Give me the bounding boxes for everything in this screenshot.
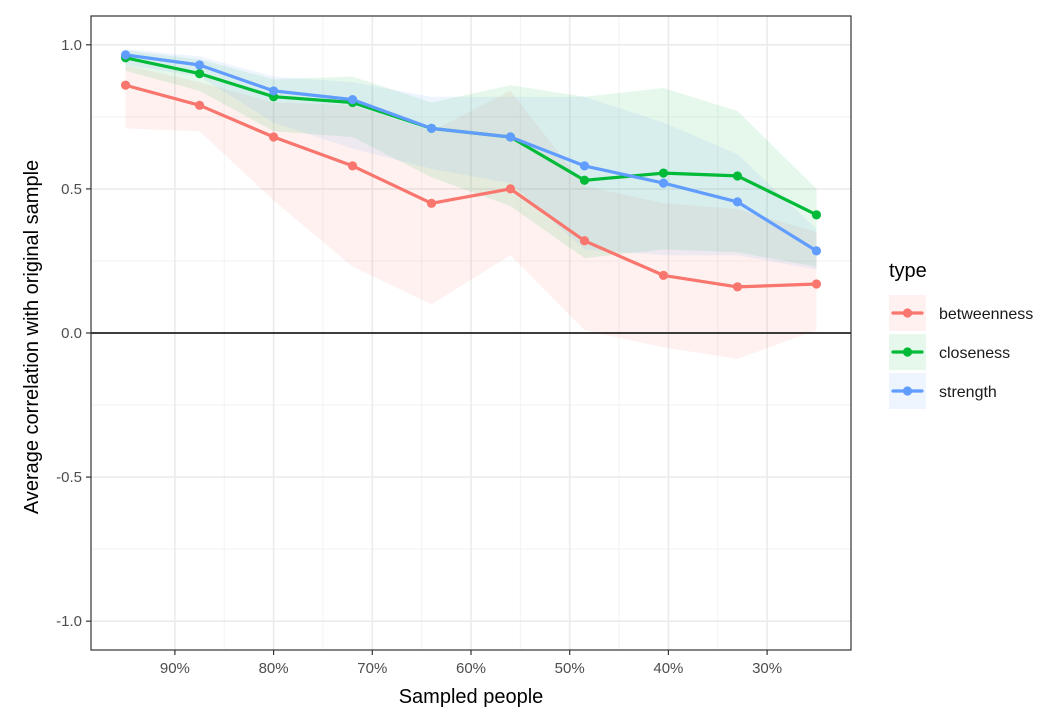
y-axis-title: Average correlation with original sample bbox=[21, 160, 43, 514]
legend-item-label: closeness bbox=[939, 345, 1010, 362]
x-tick-label: 70% bbox=[357, 660, 387, 677]
point-strength bbox=[426, 123, 437, 133]
y-axis-ticks: -1.0 -0.5 0.0 0.5 1.0 bbox=[56, 37, 91, 630]
point-closeness bbox=[658, 168, 669, 178]
point-betweenness bbox=[120, 80, 131, 90]
point-strength bbox=[579, 161, 590, 171]
point-closeness bbox=[579, 175, 590, 185]
point-betweenness bbox=[268, 132, 279, 142]
point-betweenness bbox=[811, 279, 822, 289]
legend-key-point bbox=[902, 308, 913, 318]
point-strength bbox=[811, 246, 822, 256]
point-betweenness bbox=[732, 282, 743, 292]
x-tick-label: 80% bbox=[259, 660, 289, 677]
line-betweenness bbox=[123, 83, 819, 289]
point-betweenness bbox=[658, 270, 669, 280]
legend-item-label: betweenness bbox=[939, 306, 1033, 323]
x-tick-label: 60% bbox=[456, 660, 486, 677]
series-lines bbox=[123, 53, 819, 289]
point-strength bbox=[120, 50, 131, 60]
point-strength bbox=[194, 60, 205, 70]
legend-key-point bbox=[902, 347, 913, 357]
y-tick-label: -1.0 bbox=[56, 613, 82, 630]
x-tick-label: 40% bbox=[653, 660, 683, 677]
point-betweenness bbox=[194, 100, 205, 110]
series-points bbox=[120, 50, 822, 292]
y-tick-label: 0.0 bbox=[61, 325, 82, 342]
line-strength bbox=[123, 53, 819, 253]
legend-item-betweenness: betweenness bbox=[889, 295, 1033, 331]
legend-item-closeness: closeness bbox=[889, 334, 1010, 370]
x-axis-title: Sampled people bbox=[399, 686, 544, 708]
legend-items: betweenness closeness strength bbox=[889, 295, 1033, 409]
point-strength bbox=[658, 178, 669, 188]
point-strength bbox=[347, 94, 358, 105]
x-tick-label: 30% bbox=[752, 660, 782, 677]
y-tick-label: 0.5 bbox=[61, 181, 82, 198]
y-tick-label: -0.5 bbox=[56, 469, 82, 486]
legend-item-strength: strength bbox=[889, 373, 997, 409]
legend-key-point bbox=[902, 386, 913, 396]
x-tick-label: 50% bbox=[555, 660, 585, 677]
legend-title: type bbox=[889, 260, 927, 282]
ribbon-betweenness bbox=[125, 65, 817, 359]
ribbon-strength bbox=[125, 49, 817, 270]
point-strength bbox=[505, 132, 516, 142]
point-closeness bbox=[194, 69, 205, 79]
point-strength bbox=[268, 86, 279, 96]
point-betweenness bbox=[347, 161, 358, 171]
x-axis-ticks: 90% 80% 70% 60% 50% 40% 30% bbox=[160, 650, 782, 677]
x-tick-label: 90% bbox=[160, 660, 190, 677]
confidence-ribbons bbox=[125, 49, 817, 359]
plot-panel bbox=[90, 15, 852, 651]
point-strength bbox=[732, 197, 743, 207]
legend: type betweenness closeness strength bbox=[889, 260, 1033, 409]
point-betweenness bbox=[505, 184, 516, 194]
legend-item-label: strength bbox=[939, 384, 997, 401]
point-betweenness bbox=[579, 236, 590, 246]
point-closeness bbox=[811, 210, 822, 220]
point-betweenness bbox=[426, 198, 437, 208]
y-tick-label: 1.0 bbox=[61, 37, 82, 54]
ribbon-closeness bbox=[125, 50, 817, 267]
point-closeness bbox=[732, 171, 743, 181]
